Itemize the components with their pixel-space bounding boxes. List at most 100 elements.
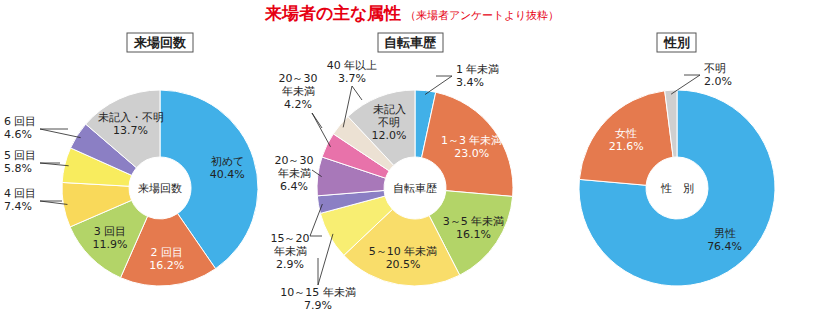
leader-line [40, 129, 81, 138]
slice-label: 5 回目 [4, 149, 37, 162]
slice-label-line: 不明 [704, 62, 726, 75]
slice-label-line: 年未満 [274, 245, 307, 258]
labels: 男性76.4%女性21.6%不明2.0% [609, 62, 742, 253]
value-label: 12.0% [372, 129, 407, 142]
value-label: 13.7% [113, 124, 148, 137]
slice-label: 5～10 年未満 [369, 245, 438, 258]
donut-chart: 性 別 [579, 90, 775, 286]
slice-label-line: 年未満 [278, 167, 311, 180]
slice-label: 15～20年未満 [271, 232, 310, 258]
value-label: 2.9% [276, 258, 304, 271]
chart-title: 自転車歴 [384, 35, 437, 50]
slice [579, 91, 673, 186]
value-label: 3.4% [456, 76, 484, 89]
slice [422, 92, 513, 196]
slice-label-line: 15～20 [271, 232, 310, 245]
slice-label: 男性 [714, 227, 736, 240]
slice-label-line: 3～5 年未満 [443, 215, 505, 228]
slice-label-line: 2 回目 [150, 246, 183, 259]
leader-line [40, 201, 67, 204]
slice-label: 不明 [704, 62, 726, 75]
chart-title-box: 自転車歴 [378, 33, 443, 52]
main-title: 来場者の主な属性 （来場者アンケートより抜粋） [264, 3, 559, 23]
slice-label-line: 1～3 年未満 [441, 134, 503, 147]
value-label: 16.2% [149, 259, 184, 272]
chart-title: 来場回数 [133, 35, 187, 50]
value-label: 2.0% [704, 75, 732, 88]
slice-label-line: 6 回目 [4, 115, 37, 128]
slice-label-line: 5 回目 [4, 149, 37, 162]
chart-title: 性別 [663, 35, 690, 50]
leader-line [312, 113, 331, 147]
center-label: 性 別 [660, 182, 694, 195]
slice-label-line: 1 年未満 [456, 63, 500, 76]
donut-chart: 来場回数 [62, 90, 258, 286]
chart-title-box: 来場回数 [127, 33, 193, 52]
subtitle: （来場者アンケートより抜粋） [405, 9, 559, 22]
slice-label: 2 回目 [150, 246, 183, 259]
slice-label-line: 未記入・不明 [98, 111, 164, 124]
slice-label: 4 回目 [4, 187, 37, 200]
leader-line [425, 76, 452, 95]
title-frame [657, 33, 696, 52]
title-frame [127, 33, 193, 52]
leader-line [671, 75, 700, 94]
slice-label: 20～30年未満 [275, 154, 314, 180]
value-label: 40.4% [210, 168, 245, 181]
slice [348, 90, 415, 165]
slice-label-line: 3 回目 [94, 225, 127, 238]
slice [579, 90, 775, 286]
title: 来場者の主な属性 [264, 3, 401, 23]
slices [62, 90, 258, 286]
slice-label-line: 20～30 [275, 154, 314, 167]
chart-title-box: 性別 [657, 33, 696, 52]
center-label: 自転車歴 [393, 182, 437, 195]
slice-label-line: 年未満 [282, 85, 315, 98]
labels: 1 年未満3.4% 1～3 年未満23.0% 3～5 年未満16.1% 5～10 年未… [271, 59, 505, 312]
value-label: 23.0% [454, 147, 489, 160]
value-label: 7.9% [304, 299, 332, 312]
leader-line [40, 163, 69, 166]
leader-line [312, 170, 322, 177]
donut-chart: 自転車歴 [317, 90, 513, 286]
slice-label-line: 不明 [378, 116, 400, 129]
slice [665, 90, 677, 157]
slice-label: 女性 [615, 127, 637, 140]
slice [62, 182, 132, 226]
slice-label: 6 回目 [4, 115, 37, 128]
slice-label: 20～30年未満 [279, 72, 318, 98]
title-frame [378, 33, 443, 52]
center-label: 来場回数 [138, 182, 182, 195]
value-label: 4.6% [4, 128, 32, 141]
leader-line [318, 234, 333, 285]
value-label: 4.2% [284, 98, 312, 111]
slice-label-line: 男性 [714, 227, 736, 240]
chart-canvas: 来場者の主な属性（来場者アンケートより抜粋）来場回数来場回数初めて40.4%2 … [0, 0, 824, 315]
value-label: 21.6% [609, 140, 644, 153]
value-label: 11.9% [93, 238, 128, 251]
slice-label-line: 20～30 [279, 72, 318, 85]
slice-label-line: 初めて [211, 155, 244, 168]
slice-label: 3～5 年未満 [443, 215, 505, 228]
value-label: 20.5% [386, 258, 421, 271]
slice-label-line: 40 年以上 [327, 59, 378, 72]
value-label: 3.7% [338, 72, 366, 85]
value-label: 16.1% [456, 228, 491, 241]
slice-label-line: 未記入 [373, 103, 406, 116]
value-label: 7.4% [4, 200, 32, 213]
slice-label: 40 年以上 [327, 59, 378, 72]
slice-label-line: 10～15 年未満 [280, 286, 356, 299]
value-label: 5.8% [4, 162, 32, 175]
leader-line [343, 86, 362, 127]
slice [86, 90, 160, 168]
slice-label: 1～3 年未満 [441, 134, 503, 147]
value-label: 6.4% [280, 180, 308, 193]
slice-label: 未記入・不明 [98, 111, 164, 124]
slices [579, 90, 775, 286]
slices [317, 90, 513, 286]
slice-label-line: 女性 [615, 127, 637, 140]
slice-label: 初めて [211, 155, 244, 168]
leader-line [310, 204, 322, 236]
labels: 初めて40.4% 2 回目16.2% 3 回目11.9% 4 回目7.4% 5 回目5.… [4, 111, 245, 271]
slice-label-line: 5～10 年未満 [369, 245, 438, 258]
